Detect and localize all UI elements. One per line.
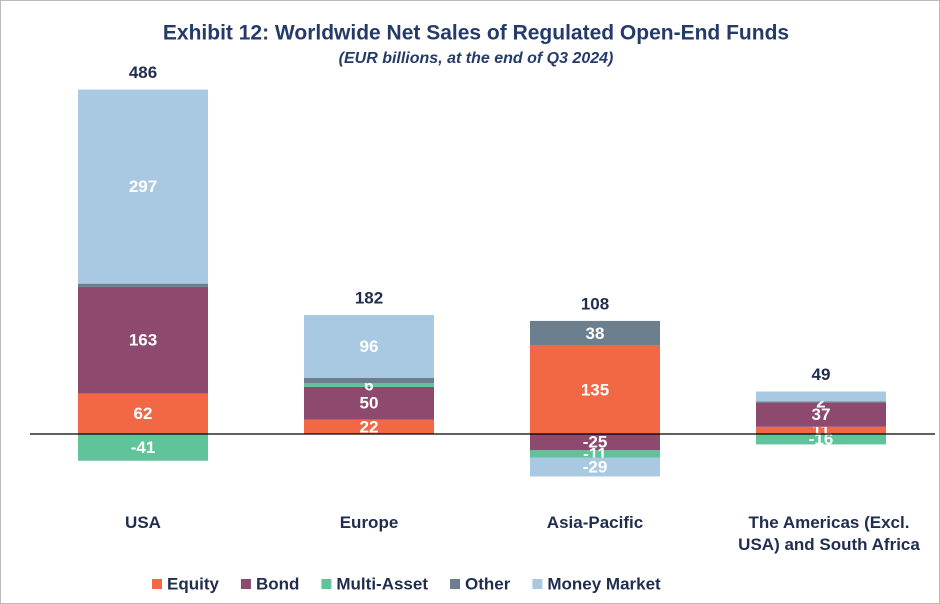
bar-segment [78, 433, 208, 461]
bar-segment [530, 450, 660, 458]
data-label: 135 [581, 380, 609, 399]
data-label: -16 [809, 430, 834, 449]
bar-segment [530, 457, 660, 477]
bar-segment [304, 377, 434, 383]
bar-segment [756, 426, 886, 434]
bar-segment [304, 382, 434, 387]
data-label: -25 [583, 433, 608, 452]
legend-label: Other [465, 574, 511, 593]
bar-segment [78, 393, 208, 434]
bar-segment [756, 391, 886, 402]
legend-swatch [450, 579, 461, 589]
legend-label: Equity [167, 574, 219, 593]
bar-segment [304, 419, 434, 434]
bar-segment [78, 283, 208, 287]
bar-segment [756, 433, 886, 445]
x-tick-label: Europe [339, 513, 399, 532]
total-label: 108 [581, 294, 609, 313]
legend-swatch [152, 579, 162, 589]
legend-swatch [321, 579, 332, 589]
total-label: 49 [812, 365, 831, 384]
data-label: 96 [360, 337, 379, 356]
bar-segment [756, 402, 886, 427]
data-label: -29 [583, 457, 608, 476]
bar-segment [756, 401, 886, 403]
legend-label: Bond [256, 574, 299, 593]
legend-swatch [532, 579, 543, 589]
data-label: 297 [129, 177, 157, 196]
data-label: 6 [364, 375, 373, 394]
data-label: 38 [586, 324, 605, 343]
data-label: -41 [131, 438, 156, 457]
chart-title: Exhibit 12: Worldwide Net Sales of Regul… [163, 22, 789, 45]
data-label: 163 [129, 331, 157, 350]
x-tick-label: Asia-Pacific [546, 513, 644, 532]
bar-segment [530, 345, 660, 434]
x-tick-label: USA [125, 513, 161, 532]
bar-segment [304, 315, 434, 378]
total-label: 182 [355, 289, 383, 308]
total-label: 486 [129, 63, 157, 82]
data-label: 37 [812, 405, 831, 424]
bar-segment [304, 386, 434, 420]
bar-segment [530, 320, 660, 346]
data-label: 62 [134, 404, 153, 423]
bar-segment [78, 286, 208, 394]
legend-swatch [240, 579, 251, 589]
data-label: 2 [816, 392, 825, 411]
chart-subtitle: (EUR billions, at the end of Q3 2024) [339, 50, 614, 67]
data-label: 50 [360, 394, 379, 413]
legend-label: Money Market [547, 574, 661, 593]
bar-segment [78, 89, 208, 284]
bar-segment [530, 433, 660, 451]
legend-label: Multi-Asset [336, 574, 428, 593]
x-tick-label: The Americas (Excl. USA) and South Afric… [738, 513, 920, 554]
data-label: 22 [360, 417, 379, 436]
